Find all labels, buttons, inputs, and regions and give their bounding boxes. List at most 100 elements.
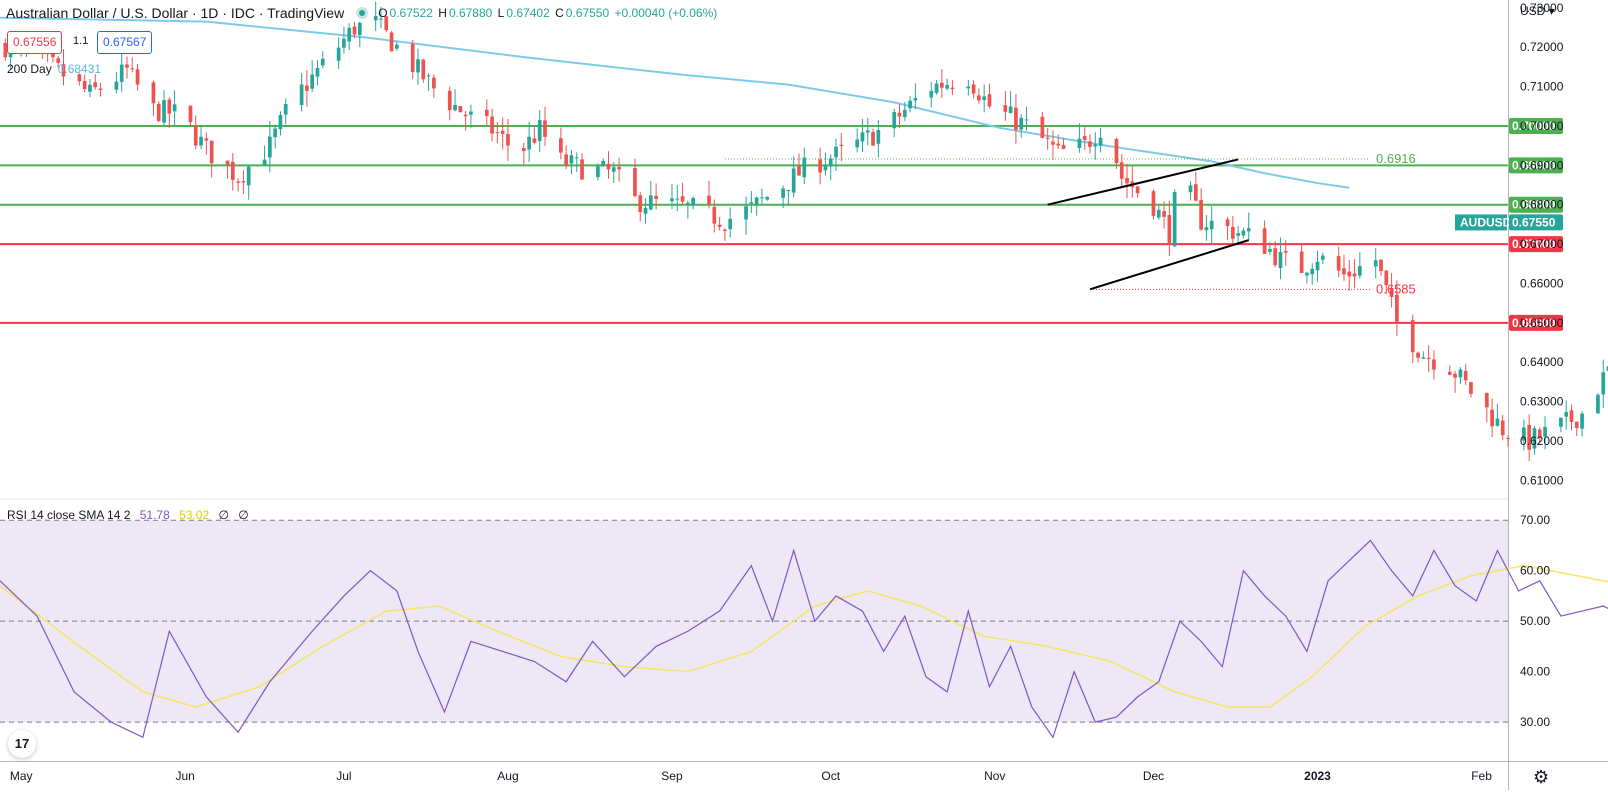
candle-body	[1162, 211, 1166, 217]
candle-body	[199, 136, 203, 146]
candle-body	[823, 165, 828, 171]
candle-body	[394, 44, 399, 49]
candle-body	[527, 136, 531, 150]
candle-body	[209, 140, 214, 164]
candle-body	[1352, 273, 1357, 277]
spread-value: 1.1	[73, 35, 89, 47]
candle-body	[1426, 357, 1431, 360]
candle-body	[1384, 270, 1389, 286]
candle-body	[1453, 373, 1457, 378]
symbol-tag: AUDUSD	[1460, 215, 1512, 229]
candle-body	[458, 106, 463, 113]
candle-body	[1601, 372, 1606, 395]
candle-body	[347, 27, 352, 42]
candle-body	[495, 132, 500, 134]
candle-body	[1342, 268, 1346, 275]
candle-body	[156, 103, 161, 121]
candle-body	[421, 59, 426, 80]
sell-price-button[interactable]: 0.67556	[7, 31, 63, 54]
candle-body	[871, 131, 875, 146]
candle-body	[712, 206, 717, 224]
candle-body	[82, 81, 87, 90]
rsi-extra-1: ∅	[218, 508, 229, 522]
candle-body	[1299, 251, 1304, 274]
candle-body	[1305, 272, 1309, 276]
candle-body	[246, 166, 251, 186]
candle-body	[1225, 219, 1230, 227]
candle-body	[1537, 429, 1542, 438]
rsi-legend[interactable]: RSI 14 close SMA 14 2 51.78 53.02 ∅ ∅	[7, 508, 249, 522]
time-tick-label: Dec	[1143, 769, 1164, 783]
candle-body	[686, 202, 690, 204]
candle-body	[1527, 424, 1532, 450]
candle-body	[606, 163, 611, 170]
candle-body	[1061, 144, 1066, 149]
candle-body	[828, 158, 833, 167]
candle-body	[1320, 255, 1325, 260]
ohlc-values: O 0.67522 H 0.67880 L 0.67402 C 0.67550 +0.0…	[378, 6, 718, 20]
candle-body	[389, 32, 394, 52]
candle-body	[1008, 106, 1013, 114]
rsi-layer	[0, 519, 1608, 739]
candle-body	[654, 195, 658, 199]
candle-body	[1082, 136, 1087, 140]
grid	[0, 0, 1608, 790]
candle-body	[1506, 437, 1510, 439]
candle-body	[1484, 392, 1489, 408]
candle-body	[1310, 268, 1315, 275]
level-label-bg	[1509, 314, 1563, 331]
candle-body	[1336, 256, 1341, 271]
candle-body	[305, 85, 309, 91]
candle-body	[352, 26, 357, 35]
candle-body	[278, 114, 283, 130]
currency-selector[interactable]: USD ▾	[1520, 4, 1555, 18]
candle-body	[532, 138, 537, 143]
annotation-label: 0.6585	[1376, 281, 1416, 296]
candle-body	[1315, 261, 1320, 271]
symbol-title[interactable]: Australian Dollar / U.S. Dollar · 1D · I…	[6, 5, 345, 21]
candle-body	[225, 160, 230, 165]
candle-body	[1410, 320, 1415, 353]
candle-body	[506, 134, 510, 146]
candle-body	[648, 195, 653, 210]
candle-body	[77, 74, 82, 82]
low-value: 0.67402	[506, 6, 550, 20]
candle-body	[596, 166, 600, 178]
open-value: 0.67522	[389, 6, 433, 20]
symbol-tag-bg	[1455, 214, 1507, 231]
candle-body	[336, 47, 341, 61]
candle-body	[797, 166, 801, 176]
high-value: 0.67880	[448, 6, 493, 20]
candle-body	[521, 148, 526, 151]
buy-price-button[interactable]: 0.67567	[97, 31, 153, 54]
candle-body	[1040, 116, 1045, 138]
settings-gear-icon[interactable]: ⚙	[1533, 767, 1550, 787]
candle-body	[1543, 426, 1547, 437]
candle-body	[268, 136, 272, 158]
candle-body	[1447, 371, 1452, 375]
candle-body	[1125, 178, 1129, 184]
candle-body	[410, 43, 415, 72]
candle-body	[633, 167, 637, 196]
candle-body	[791, 168, 796, 193]
ma-legend[interactable]: 200 Day 0.68431	[7, 62, 101, 76]
candle-body	[1432, 359, 1436, 370]
price-tick-label: 0.71000	[1520, 80, 1564, 94]
candle-body	[749, 202, 754, 204]
candle-body	[966, 86, 971, 89]
candle-body	[1278, 251, 1283, 268]
candle-body	[1188, 185, 1193, 193]
candle-body	[855, 139, 860, 148]
level-label: 0.65000	[1512, 316, 1556, 330]
rsi-band	[0, 520, 1508, 723]
time-tick-label: Aug	[497, 769, 518, 783]
candle-body	[299, 84, 304, 106]
time-tick-label: Sep	[661, 769, 683, 783]
drawings-layer[interactable]: 0.6916 0.6585	[724, 151, 1416, 296]
horizontal-levels[interactable]: 0.70000 0.69000 0.68000 0.67000 0.65000	[0, 117, 1563, 331]
candle-body	[1135, 186, 1140, 194]
candle-body	[939, 82, 944, 88]
tradingview-logo[interactable]: 17	[8, 730, 36, 758]
candle-body	[982, 96, 987, 101]
candle-body	[172, 104, 177, 112]
